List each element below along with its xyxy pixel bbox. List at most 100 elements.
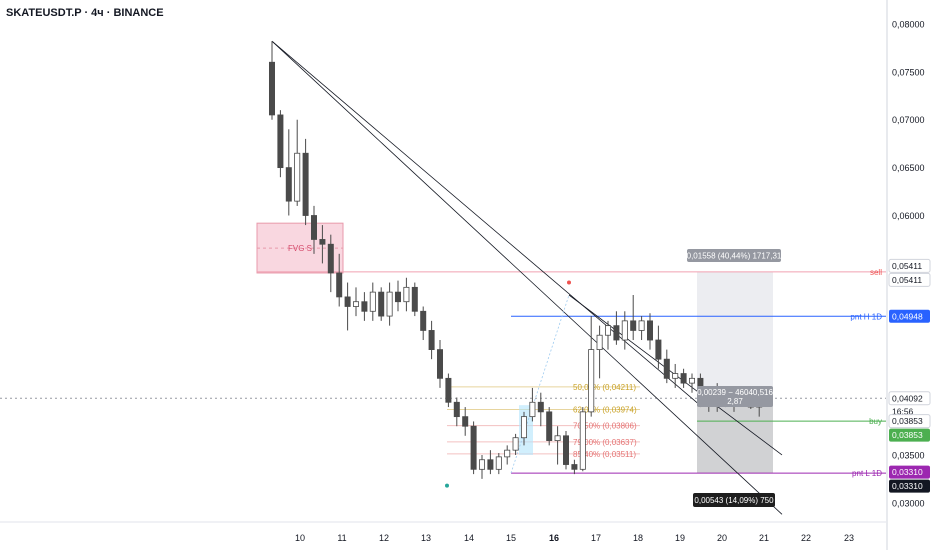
bear-candle <box>277 114 284 169</box>
target-label-bg <box>687 249 781 262</box>
price-tick-label: 0,07000 <box>892 115 925 125</box>
price-tick-label: 0,07500 <box>892 67 925 77</box>
bear-candle <box>420 310 427 331</box>
trendline-lower <box>271 40 783 515</box>
bull-candle <box>352 301 359 307</box>
time-tick-label: 12 <box>379 533 389 543</box>
bear-candle <box>630 320 637 331</box>
bull-candle <box>579 411 586 470</box>
price-tick-label: 0,03000 <box>892 498 925 508</box>
current-price-tag: 0,04092 <box>892 393 923 403</box>
buy-price-tag: 0,03853 <box>892 416 923 426</box>
bear-candle <box>394 291 401 303</box>
bear-candle <box>487 459 494 470</box>
bear-candle <box>663 358 670 379</box>
pnt-h-price-tag-bg <box>889 309 930 323</box>
time-tick-label: 18 <box>633 533 643 543</box>
bull-candle <box>689 377 696 384</box>
time-axis: 10 11 12 13 14 15 16 17 18 19 20 21 22 23 <box>295 533 854 543</box>
bull-candle <box>521 416 528 439</box>
bear-candle <box>453 401 460 418</box>
bull-candle <box>369 291 376 312</box>
time-tick-label: 23 <box>844 533 854 543</box>
position-stop-zone <box>697 398 773 474</box>
target-label: 0,01558 (40,44%) 1717,31 <box>687 252 782 261</box>
buy-price-tag-bg <box>888 414 931 429</box>
stop-label: 0,00543 (14,09%) 750 <box>694 496 774 505</box>
bear-candle <box>302 152 309 216</box>
pnt-l-price-tag-bg <box>889 465 930 479</box>
pnt-h-price-tag: 0,04948 <box>892 311 923 321</box>
ratio-label-1: 0,00239 − 46040,516 <box>697 388 773 397</box>
bear-candle <box>647 320 654 341</box>
bear-candle <box>470 425 477 470</box>
time-tick-label: 21 <box>759 533 769 543</box>
bear-candle <box>327 243 334 274</box>
price-tick-label: 0,06000 <box>892 211 925 221</box>
fib-level-label: 79,00% (0,03637) <box>573 438 637 447</box>
bull-candle <box>605 325 612 336</box>
buy-label: buy <box>869 417 882 426</box>
bear-candle <box>546 411 553 441</box>
sell-price-tag-bg <box>888 258 931 273</box>
bull-candle <box>386 291 393 317</box>
time-tick-label: 19 <box>675 533 685 543</box>
time-tick-label: 10 <box>295 533 305 543</box>
bear-candle <box>613 325 620 341</box>
sell-price-tag-2: 0,05411 <box>892 275 922 285</box>
time-tick-label: 11 <box>337 533 346 543</box>
bear-candle <box>336 272 343 298</box>
ratio-label-bg <box>697 386 773 407</box>
stop-label-bg <box>693 493 775 507</box>
bear-candle <box>361 301 368 312</box>
sell-price-tag-2-bg <box>888 272 931 287</box>
trendline-upper <box>271 40 701 406</box>
fib-level-label: 50,00% (0,04211) <box>573 383 636 392</box>
bear-candle <box>571 464 578 470</box>
bull-candle <box>495 456 502 470</box>
pnt-l-label: pnt L 1D <box>852 469 882 478</box>
price-tick-label: 0,08000 <box>892 19 925 29</box>
fvg-label: FVG S <box>288 244 312 253</box>
bear-candle <box>310 215 317 240</box>
bear-candle <box>563 435 570 465</box>
pnt-l-price-tag-2: 0,03310 <box>892 481 923 491</box>
bull-candle <box>512 437 519 451</box>
symbol-title[interactable]: SKATEUSDT.P · 4ч · BINANCE <box>6 7 164 19</box>
price-tick-label: 0,06500 <box>892 163 925 173</box>
price-tick-label: 0,03500 <box>892 450 925 460</box>
bear-candle <box>445 377 452 403</box>
bear-candle <box>537 401 544 413</box>
current-price-tag-bg <box>888 391 931 406</box>
bull-candle <box>638 320 645 331</box>
bear-candle <box>462 416 469 427</box>
bull-candle <box>504 449 511 458</box>
pnt-l-price-tag-2-bg <box>889 479 930 493</box>
swing-high-marker <box>567 280 571 285</box>
bear-candle <box>268 61 275 116</box>
time-tick-label: 14 <box>464 533 474 543</box>
ratio-label-2: 2,87 <box>727 397 743 406</box>
bear-candle <box>655 339 662 360</box>
bull-candle <box>588 349 595 413</box>
price-axis: 0,08000 0,07500 0,07000 0,06500 0,06000 0,035… <box>892 19 925 508</box>
countdown-label: 16:56 <box>892 406 914 416</box>
bull-candle <box>672 373 679 379</box>
buy-price-tag-2-bg <box>889 428 930 442</box>
fib-level-label: 62,00% (0,03974) <box>573 406 637 415</box>
pnt-h-label: pnt H 1D <box>850 312 882 321</box>
bear-candle <box>411 286 418 312</box>
time-tick-label: 13 <box>421 533 431 543</box>
bear-candle <box>319 239 326 245</box>
time-tick-label: 15 <box>506 533 516 543</box>
bull-candle <box>478 459 485 470</box>
bull-candle <box>621 320 628 341</box>
time-tick-label: 17 <box>591 533 601 543</box>
swing-low-marker <box>445 483 449 488</box>
time-tick-label: 22 <box>801 533 811 543</box>
bull-candle <box>529 401 536 418</box>
bear-candle <box>436 349 443 379</box>
bear-candle <box>680 373 687 384</box>
bear-candle <box>428 330 435 350</box>
